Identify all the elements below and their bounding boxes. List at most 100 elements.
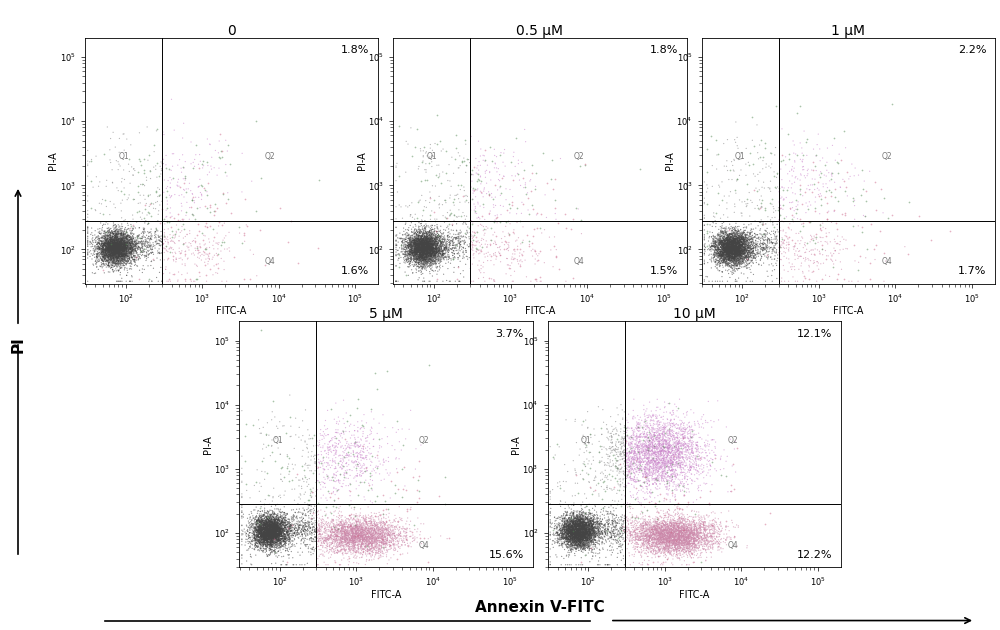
Point xyxy=(597,524,613,534)
Point xyxy=(191,253,207,263)
Point xyxy=(696,534,712,544)
Point xyxy=(643,452,659,462)
Point xyxy=(650,536,666,546)
Point xyxy=(261,537,277,547)
Point xyxy=(563,520,579,530)
Point xyxy=(569,534,585,544)
Point xyxy=(116,215,132,226)
Point xyxy=(780,233,796,243)
Point xyxy=(355,421,371,431)
Point xyxy=(176,239,192,249)
Point xyxy=(343,525,359,536)
Point xyxy=(442,205,458,215)
Point xyxy=(705,242,721,252)
Point xyxy=(606,525,622,535)
Point xyxy=(319,517,335,527)
Point xyxy=(625,530,641,541)
Point xyxy=(445,254,461,264)
Point xyxy=(426,240,442,250)
Point xyxy=(445,253,461,263)
Point xyxy=(677,525,693,535)
Point xyxy=(263,510,279,520)
Point xyxy=(623,473,639,483)
Point xyxy=(443,244,459,254)
Point xyxy=(399,255,415,265)
Point xyxy=(430,244,446,254)
Point xyxy=(408,240,424,250)
Point xyxy=(659,444,675,454)
Point xyxy=(571,534,587,544)
Point xyxy=(409,527,425,537)
Point xyxy=(411,243,427,253)
Point xyxy=(173,216,189,226)
Point xyxy=(564,531,580,541)
Point xyxy=(630,447,646,457)
Point xyxy=(163,192,179,202)
Point xyxy=(429,244,445,254)
Point xyxy=(739,227,755,238)
Point xyxy=(89,239,105,249)
Point xyxy=(258,525,274,535)
Point xyxy=(723,232,739,242)
Point xyxy=(713,517,729,527)
Point xyxy=(260,534,276,544)
Point xyxy=(269,534,285,544)
Point xyxy=(557,503,573,513)
Point xyxy=(431,256,447,266)
Point xyxy=(645,410,661,420)
Point xyxy=(125,243,141,253)
Point xyxy=(599,420,615,430)
Point xyxy=(573,538,589,548)
Point xyxy=(419,234,435,244)
Point xyxy=(409,244,425,254)
Point xyxy=(260,527,276,537)
Point xyxy=(257,540,273,550)
Point xyxy=(659,443,675,453)
Point xyxy=(424,235,440,245)
Point xyxy=(665,455,681,465)
Point xyxy=(648,538,664,548)
Point xyxy=(686,535,702,545)
Point xyxy=(395,249,411,259)
Point xyxy=(410,243,426,253)
Point xyxy=(270,534,286,544)
Point xyxy=(674,452,690,462)
Point xyxy=(659,450,675,461)
Point xyxy=(673,543,689,553)
Point xyxy=(570,531,586,541)
Point xyxy=(363,539,379,549)
Point xyxy=(409,234,425,244)
Point xyxy=(641,556,657,566)
Point xyxy=(124,249,140,259)
Point xyxy=(728,238,744,248)
Point xyxy=(486,276,502,286)
Point xyxy=(641,539,657,549)
Point xyxy=(423,244,439,254)
Point xyxy=(667,532,683,542)
Point xyxy=(107,245,123,255)
Point xyxy=(271,534,287,544)
Point xyxy=(118,235,134,245)
Point xyxy=(95,251,111,261)
Point xyxy=(421,244,437,254)
Point xyxy=(269,526,285,536)
Point xyxy=(416,243,432,253)
Point xyxy=(569,510,585,520)
Point xyxy=(685,527,701,537)
Point xyxy=(573,215,589,225)
Point xyxy=(96,247,112,257)
Point xyxy=(661,435,677,445)
Point xyxy=(266,525,282,536)
Point xyxy=(98,240,114,250)
Point xyxy=(425,244,441,255)
Point xyxy=(649,512,665,522)
Point xyxy=(688,521,704,531)
Point xyxy=(582,524,598,534)
Point xyxy=(664,542,680,553)
Point xyxy=(258,539,274,549)
Point xyxy=(586,529,602,539)
Point xyxy=(564,515,580,525)
Point xyxy=(587,526,603,536)
Point xyxy=(315,515,331,525)
Point xyxy=(109,256,125,266)
